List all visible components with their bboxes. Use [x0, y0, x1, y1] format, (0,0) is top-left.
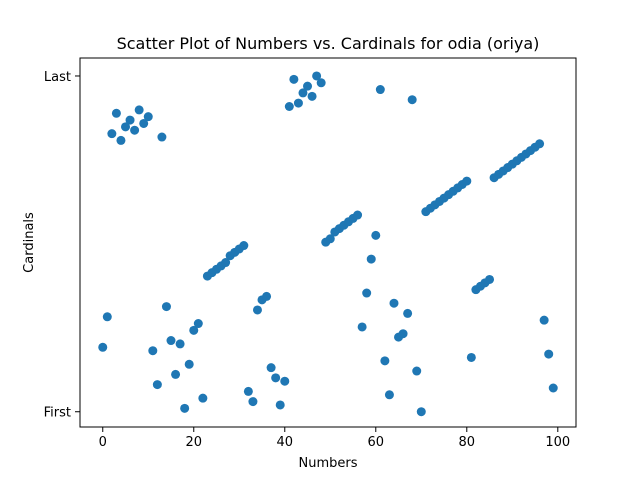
data-point [248, 397, 258, 407]
plot-area [98, 71, 558, 417]
x-axis-label: Numbers [299, 456, 358, 471]
data-point [289, 74, 299, 84]
data-point [171, 369, 181, 379]
data-point [161, 302, 171, 312]
data-point [148, 346, 158, 356]
data-point [221, 258, 231, 268]
data-point [535, 139, 545, 149]
data-point [262, 291, 272, 301]
data-point [193, 319, 203, 329]
data-point [121, 122, 131, 132]
data-point [239, 241, 249, 251]
axes-frame [79, 57, 577, 428]
data-point [412, 366, 422, 376]
data-point [398, 329, 408, 339]
data-point [184, 359, 194, 369]
chart-title: Scatter Plot of Numbers vs. Cardinals fo… [117, 34, 540, 53]
data-point [539, 315, 549, 325]
data-point [157, 132, 167, 142]
data-point [275, 400, 285, 410]
data-point [366, 254, 376, 264]
data-point [371, 230, 381, 240]
x-tick-label: 20 [185, 435, 202, 450]
data-point [98, 342, 108, 352]
y-tick-label: Last [44, 70, 71, 85]
data-point [353, 210, 363, 220]
data-point [389, 298, 399, 308]
data-point [316, 78, 326, 88]
data-point [280, 376, 290, 386]
data-point [416, 407, 426, 417]
x-tick-label: 100 [545, 435, 570, 450]
data-point [407, 95, 417, 105]
data-point [102, 312, 112, 322]
data-point [375, 85, 385, 95]
axis-ticks: 0 20 40 60 80 100 First Last [44, 70, 571, 450]
data-point [271, 373, 281, 383]
data-point [466, 352, 476, 362]
data-point [243, 386, 253, 396]
data-point [380, 356, 390, 366]
data-point [116, 135, 126, 145]
data-point [548, 383, 558, 393]
x-tick-label: 60 [368, 435, 385, 450]
x-tick-label: 0 [99, 435, 107, 450]
data-point [189, 325, 199, 335]
data-point [362, 288, 372, 298]
data-point [357, 322, 367, 332]
data-point [403, 308, 413, 318]
data-point [125, 115, 135, 125]
data-point [307, 91, 317, 101]
data-point [266, 363, 276, 373]
data-point [298, 88, 308, 98]
data-point [312, 71, 322, 81]
data-point [252, 305, 262, 315]
data-point [134, 105, 144, 115]
data-point [198, 393, 208, 403]
data-point [384, 390, 394, 400]
data-point [180, 403, 190, 413]
data-point [130, 125, 140, 135]
data-point [143, 112, 153, 122]
data-point [544, 349, 554, 359]
y-tick-label: First [44, 406, 71, 421]
data-point [325, 234, 335, 244]
x-tick-label: 80 [459, 435, 476, 450]
x-tick-label: 40 [276, 435, 293, 450]
data-point [303, 81, 313, 91]
data-point [284, 101, 294, 111]
data-point [166, 336, 176, 346]
data-point [485, 274, 495, 284]
data-point [107, 129, 117, 139]
y-axis-label: Cardinals [22, 212, 37, 273]
data-point [462, 176, 472, 186]
data-point [152, 380, 162, 390]
data-point [175, 339, 185, 349]
data-point [139, 118, 149, 128]
data-point [111, 108, 121, 118]
data-point [293, 98, 303, 108]
